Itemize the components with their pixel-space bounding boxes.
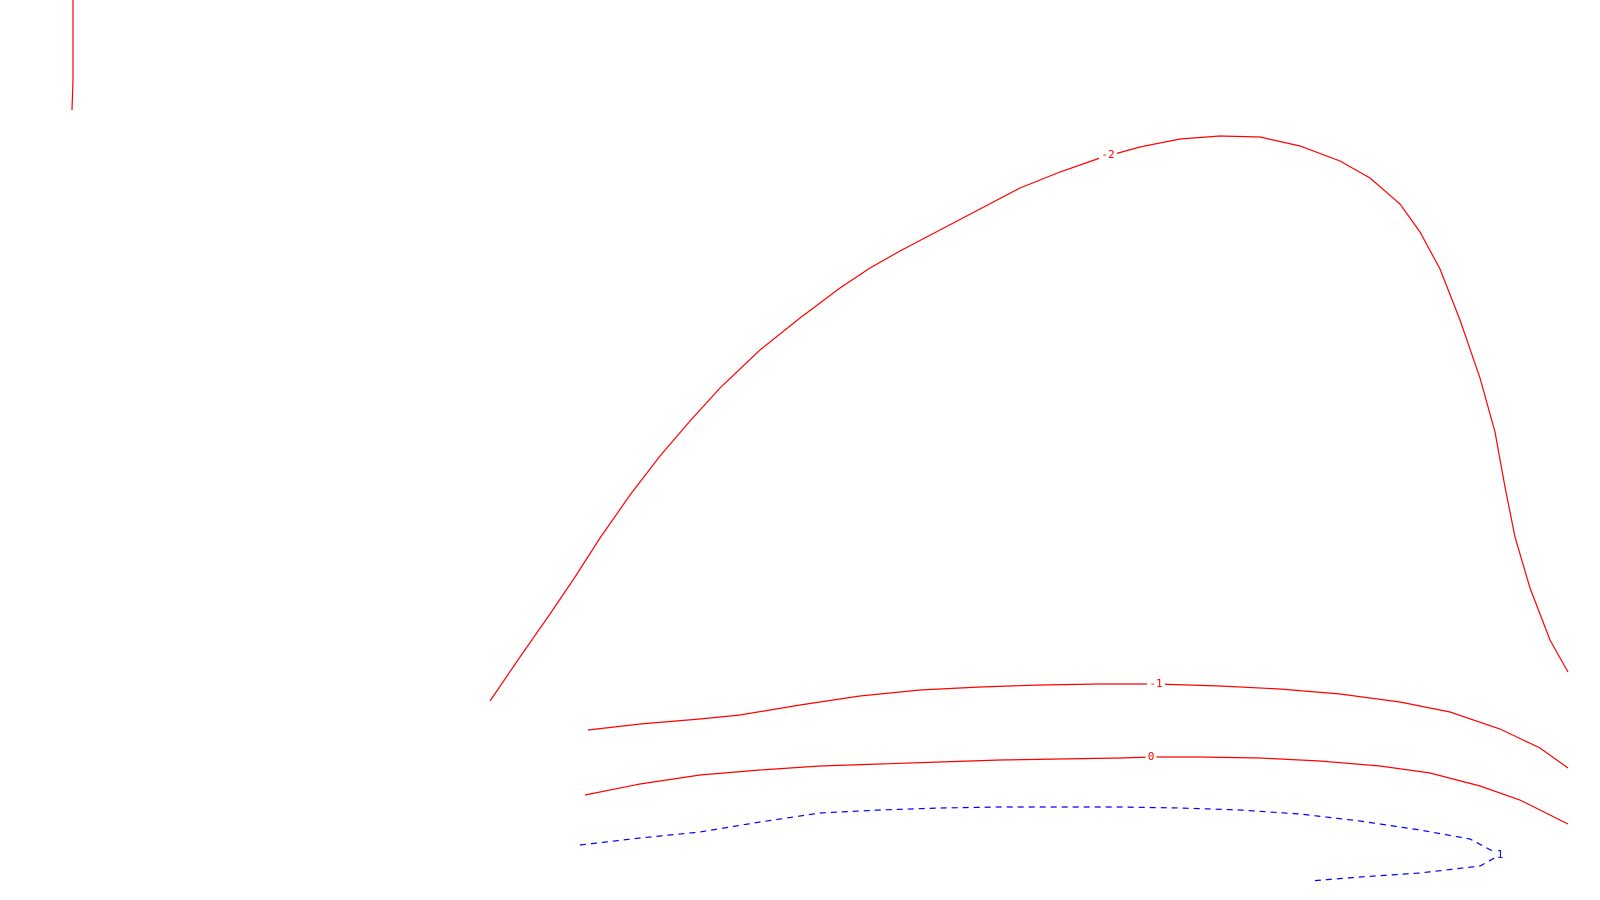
contour-line-3 — [579, 806, 1502, 882]
contour-lines — [71, 0, 1569, 882]
contour-label-bg-2 — [1145, 751, 1157, 763]
contour-line-4 — [71, 0, 74, 111]
contour-line-2 — [584, 756, 1569, 825]
contour-labels: -2 -1 0 1 — [1099, 148, 1506, 861]
contour-label-1: -1 — [1149, 677, 1162, 690]
contour-label-bg-3 — [1494, 849, 1506, 861]
contour-label-bg-1 — [1147, 678, 1165, 690]
contour-label-3: 1 — [1497, 848, 1504, 861]
contour-label-bg-0 — [1099, 149, 1117, 161]
contour-line-0 — [489, 135, 1569, 702]
contour-label-2: 0 — [1148, 750, 1155, 763]
contour-line-1 — [587, 683, 1569, 769]
contour-label-0: -2 — [1101, 148, 1114, 161]
